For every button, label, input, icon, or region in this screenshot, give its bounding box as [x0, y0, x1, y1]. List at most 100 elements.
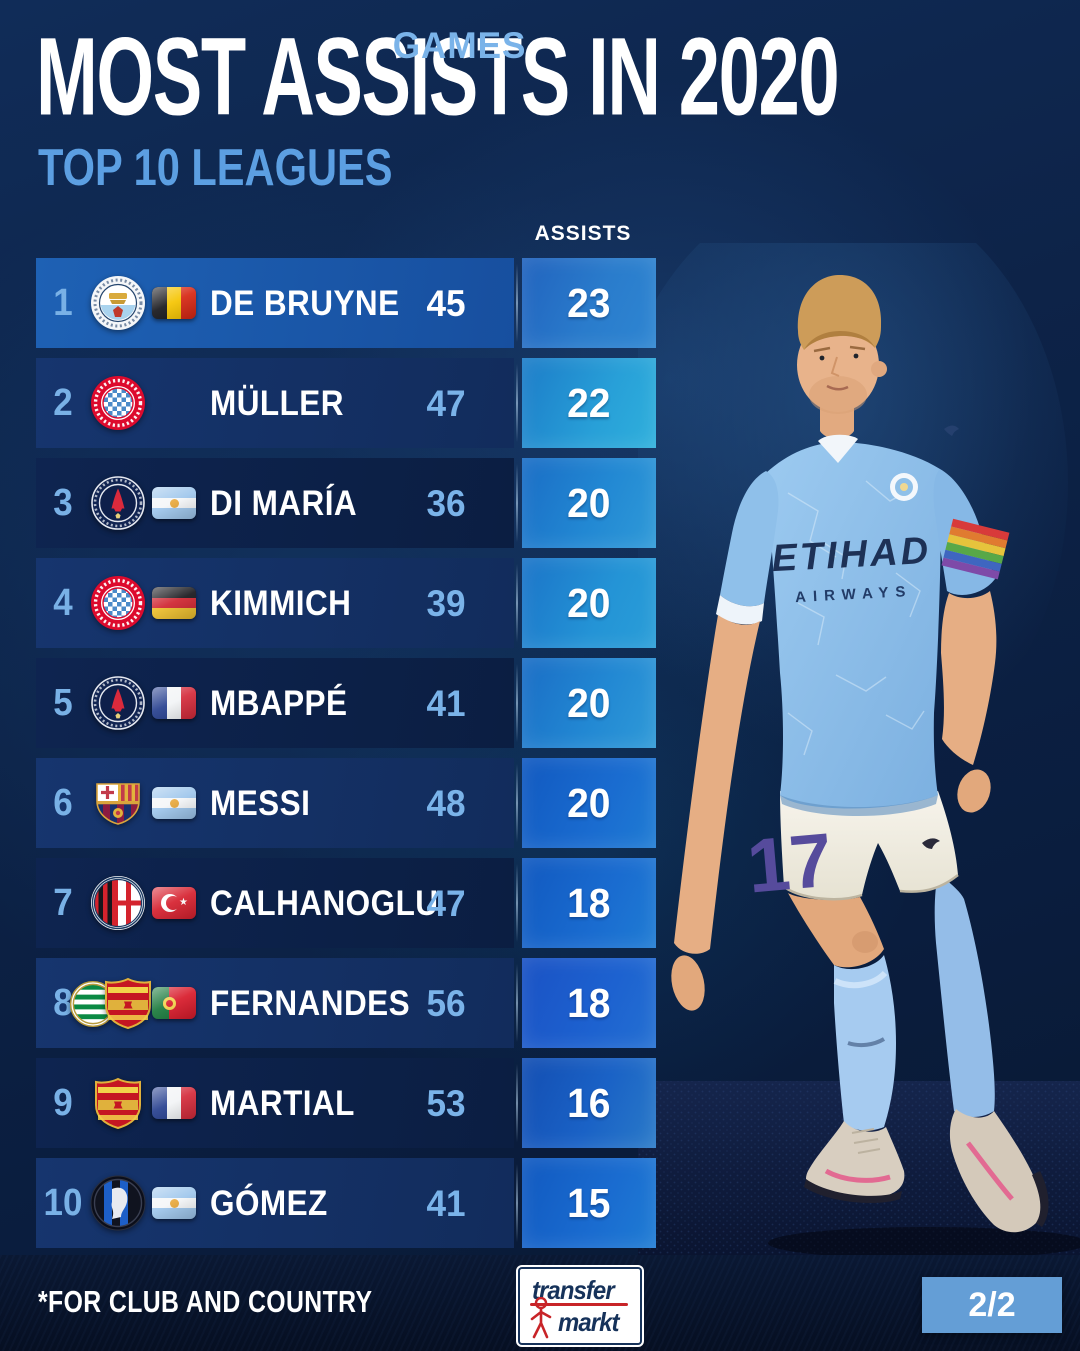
- flag-argentina: [152, 787, 196, 819]
- assists-value: 18: [567, 879, 611, 926]
- club-badge-man-united: [90, 1075, 146, 1131]
- shorts-number: 17: [744, 818, 836, 910]
- games-value: 47: [426, 883, 466, 924]
- rank-label: 10: [43, 1182, 83, 1224]
- shirt-sponsor: ETIHAD: [771, 530, 932, 580]
- flag-argentina: [152, 487, 196, 519]
- player-name: DI MARÍA: [210, 484, 358, 523]
- table-row: 9 MARTIAL 53 16: [36, 1058, 660, 1148]
- games-value: 41: [426, 1183, 466, 1224]
- table-row: 5 MBAPPÉ 41 20: [36, 658, 660, 748]
- row-bar: 5 MBAPPÉ 41: [36, 658, 514, 748]
- club-badge-ac-milan: [90, 875, 146, 931]
- table-row: 6 MESSI 48 20: [36, 758, 660, 848]
- rank-label: 4: [53, 582, 73, 624]
- footer-note: *FOR CLUB AND COUNTRY: [38, 1284, 373, 1319]
- assists-value: 20: [567, 679, 611, 726]
- row-bar: 4 KIMMICH 39: [36, 558, 514, 648]
- games-value: 56: [426, 983, 466, 1024]
- assists-value: 20: [567, 479, 611, 526]
- assists-box: 20: [516, 758, 656, 848]
- logo-underline: [530, 1303, 628, 1306]
- assists-value: 23: [567, 279, 611, 326]
- games-value: 47: [426, 383, 466, 424]
- row-bar: 3 DI MARÍA 36: [36, 458, 514, 548]
- player-shadow: [768, 1227, 1080, 1257]
- rank-label: 7: [53, 882, 73, 924]
- table-row: 8 FERNANDES 56 18: [36, 958, 660, 1048]
- assists-value: 20: [567, 779, 611, 826]
- rank-label: 3: [53, 482, 73, 524]
- row-bar: 10 GÓMEZ 41: [36, 1158, 514, 1248]
- table-row: 4 KIMMICH 39 20: [36, 558, 660, 648]
- assists-box: 20: [516, 658, 656, 748]
- club-badge-bayern-munich: [90, 375, 146, 431]
- flag-argentina: [152, 1187, 196, 1219]
- assists-box: 16: [516, 1058, 656, 1148]
- table-row: 3 DI MARÍA 36 20: [36, 458, 660, 548]
- rainbow-captain-armband: [941, 518, 1010, 580]
- assists-value: 20: [567, 579, 611, 626]
- player-name: DE BRUYNE: [210, 284, 400, 323]
- row-bar: 6 MESSI 48: [36, 758, 514, 848]
- assists-value: 16: [567, 1079, 611, 1126]
- games-value: 36: [426, 483, 466, 524]
- player-name: MÜLLER: [210, 384, 344, 423]
- flag-germany: [152, 587, 196, 619]
- table-row: 1 DE BRUYNE 45 23: [36, 258, 660, 348]
- rank-label: 6: [53, 782, 73, 824]
- assists-box: 22: [516, 358, 656, 448]
- assists-box: 20: [516, 558, 656, 648]
- flag-portugal: [152, 987, 196, 1019]
- assists-box: 15: [516, 1158, 656, 1248]
- games-value: 53: [426, 1083, 466, 1124]
- rank-label: 9: [53, 1082, 73, 1124]
- club-badge-psg: [90, 675, 146, 731]
- player-name: GÓMEZ: [210, 1184, 328, 1223]
- games-value: 39: [426, 583, 466, 624]
- rank-label: 1: [53, 282, 73, 324]
- flag-france: [152, 1087, 196, 1119]
- club-badge-man-united: [100, 975, 156, 1031]
- row-bar: 7 ★ CALHANOGLU 47: [36, 858, 514, 948]
- flag-turkey: ★: [152, 887, 196, 919]
- club-badge-barcelona: [90, 775, 146, 831]
- row-bar: 1 DE BRUYNE 45: [36, 258, 514, 348]
- row-bar: 2 MÜLLER 47: [36, 358, 514, 448]
- transfermarkt-logo: transfer markt: [518, 1267, 642, 1345]
- games-value: 41: [426, 683, 466, 724]
- assists-box: 23: [516, 258, 656, 348]
- club-badge-atalanta: [90, 1175, 146, 1231]
- rank-label: 5: [53, 682, 73, 724]
- player-photo: 17 ETIHAD AIRWAYS: [638, 243, 1080, 1257]
- club-badge-bayern-munich: [90, 575, 146, 631]
- shirt-sponsor-sub: AIRWAYS: [795, 583, 913, 606]
- column-header-games: GAMES: [392, 25, 527, 66]
- player-name: CALHANOGLU: [210, 884, 439, 923]
- flag-belgium: [152, 287, 196, 319]
- assists-box: 20: [516, 458, 656, 548]
- player-name: MARTIAL: [210, 1084, 355, 1123]
- rank-label: 8: [53, 982, 73, 1024]
- player-name: MBAPPÉ: [210, 684, 348, 723]
- row-bar: 9 MARTIAL 53: [36, 1058, 514, 1148]
- logo-player-figure-icon: [530, 1297, 552, 1339]
- assists-box: 18: [516, 858, 656, 948]
- page-subtitle: TOP 10 LEAGUES: [38, 139, 393, 197]
- table-row: 2 MÜLLER 47 22: [36, 358, 660, 448]
- table-row: 7 ★ CALHANOGLU 47 18: [36, 858, 660, 948]
- leaderboard-table: 1 DE BRUYNE 45 23 2: [36, 258, 660, 1258]
- assists-value: 18: [567, 979, 611, 1026]
- logo-text-bottom: markt: [558, 1307, 619, 1337]
- player-name: MESSI: [210, 784, 311, 823]
- flag-france: [152, 687, 196, 719]
- page-title: MOST ASSISTS IN 2020: [36, 15, 840, 139]
- assists-value: 15: [567, 1179, 611, 1226]
- player-name: FERNANDES: [210, 984, 411, 1023]
- club-badge-psg: [90, 475, 146, 531]
- table-row: 10 GÓMEZ 41 15: [36, 1158, 660, 1248]
- player-name: KIMMICH: [210, 584, 352, 623]
- club-badge-manchester-city: [90, 275, 146, 331]
- games-value: 45: [426, 283, 466, 324]
